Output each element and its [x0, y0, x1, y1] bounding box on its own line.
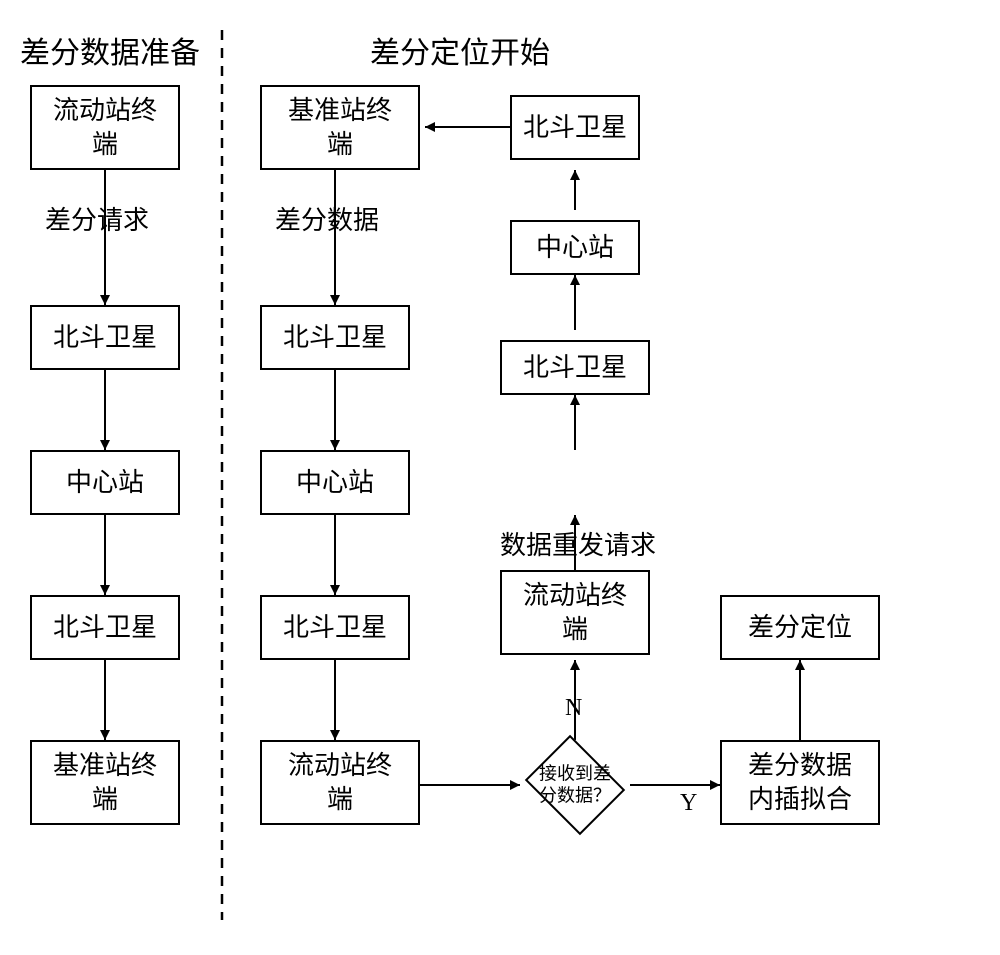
left-box-rover-terminal: 流动站终端	[30, 85, 180, 170]
loop-box-center: 中心站	[510, 220, 640, 275]
loop-box-beidou-3: 北斗卫星	[500, 340, 650, 395]
label-no: N	[565, 695, 582, 722]
out-box-fit: 差分数据内插拟合	[720, 740, 880, 825]
label-diff-data: 差分数据	[275, 200, 379, 237]
left-box-beidou-2: 北斗卫星	[30, 595, 180, 660]
mid-box-rover-terminal: 流动站终端	[260, 740, 420, 825]
mid-box-beidou-2: 北斗卫星	[260, 595, 410, 660]
label-diff-request: 差分请求	[45, 200, 149, 237]
loop-box-rover-terminal: 流动站终端	[500, 570, 650, 655]
label-resend-request: 数据重发请求	[500, 525, 656, 562]
mid-box-beidou-1: 北斗卫星	[260, 305, 410, 370]
mid-box-base-terminal: 基准站终端	[260, 85, 420, 170]
flowchart-container: 差分数据准备 差分定位开始 流动站终端 差分请求 北斗卫星 中心站 北斗卫星 基…	[0, 0, 1000, 955]
label-yes: Y	[680, 790, 697, 817]
title-left: 差分数据准备	[10, 28, 210, 72]
decision-text: 接收到差分数据？	[525, 763, 625, 806]
left-box-center: 中心站	[30, 450, 180, 515]
out-box-result: 差分定位	[720, 595, 880, 660]
decision-diamond: 接收到差分数据？	[520, 740, 630, 830]
left-box-beidou-1: 北斗卫星	[30, 305, 180, 370]
loop-box-beidou-top: 北斗卫星	[510, 95, 640, 160]
left-box-base-terminal: 基准站终端	[30, 740, 180, 825]
mid-box-center: 中心站	[260, 450, 410, 515]
title-right: 差分定位开始	[360, 28, 560, 72]
